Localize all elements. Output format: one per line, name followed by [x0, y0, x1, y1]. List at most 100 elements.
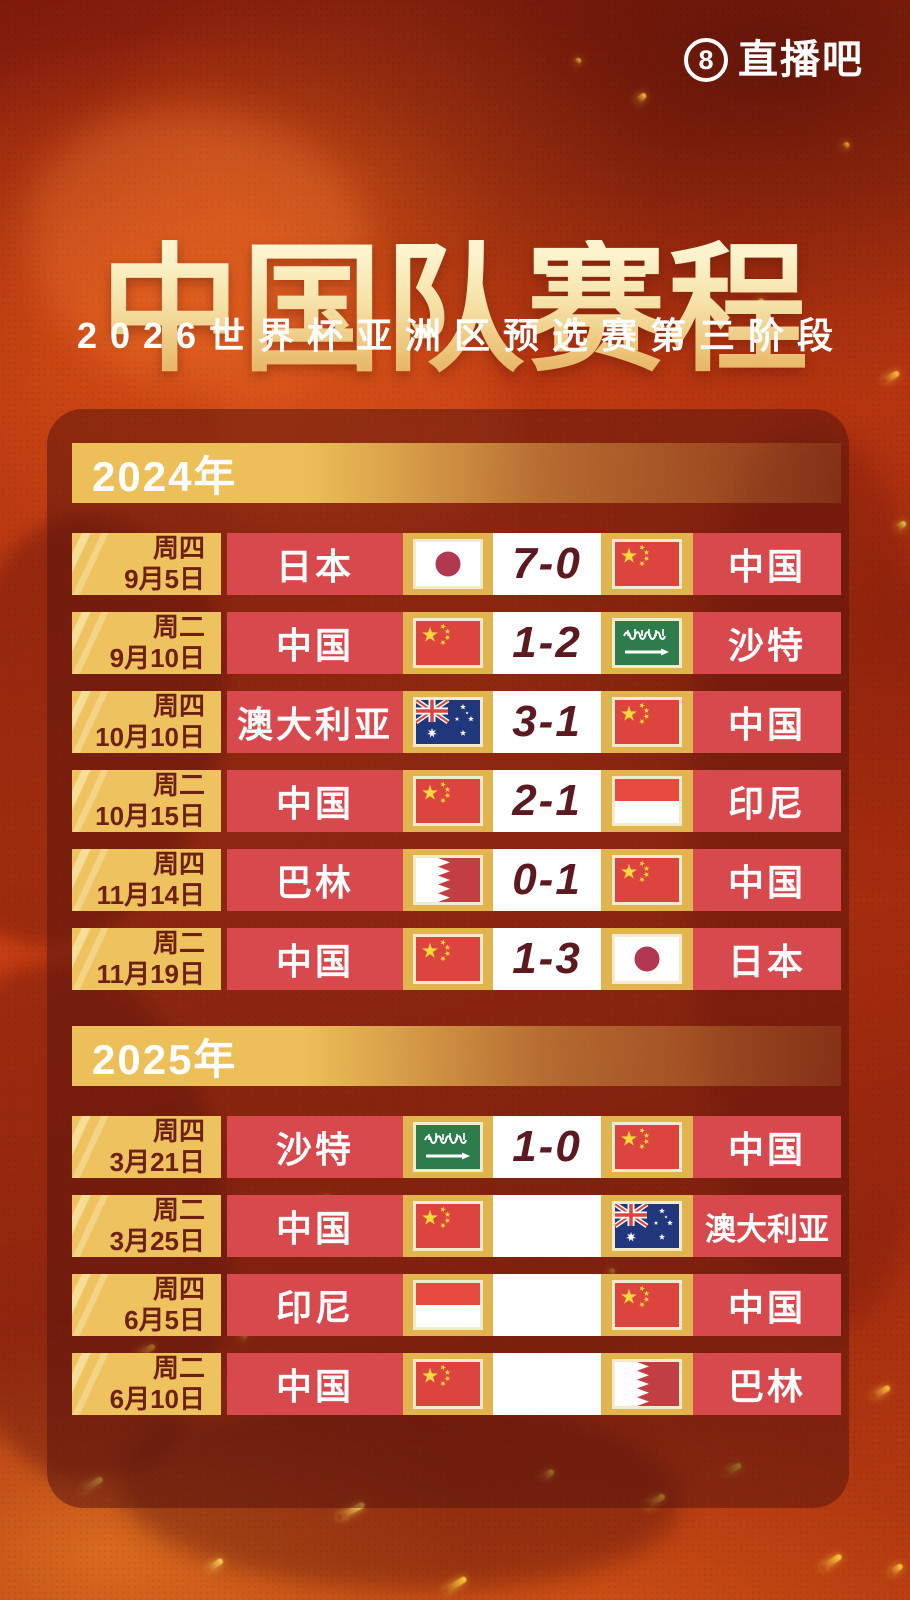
saudi-flag-icon	[413, 1122, 483, 1172]
away-team-name: 沙特	[693, 612, 841, 674]
weekday-label: 周四	[152, 533, 205, 564]
china-flag-icon	[612, 1280, 682, 1330]
season-header: 2024年	[72, 443, 841, 503]
away-flag-cell	[601, 1116, 693, 1178]
australia-flag-icon	[413, 697, 483, 747]
match-row: 周二 11月19日 中国 1-3 日本	[72, 928, 841, 990]
score-cell: 3-1	[493, 691, 601, 753]
indonesia-flag-icon	[612, 776, 682, 826]
logo-8-icon: 8	[684, 38, 728, 82]
china-flag-icon	[612, 539, 682, 589]
japan-flag-icon	[612, 934, 682, 984]
spark-icon	[888, 1562, 904, 1577]
spark-icon	[894, 519, 908, 532]
page-title: 中国队赛程	[0, 239, 910, 380]
away-flag-cell	[601, 612, 693, 674]
weekday-label: 周二	[152, 612, 205, 643]
match-row: 周二 3月25日 中国 澳大利亚	[72, 1195, 841, 1257]
score-text: 1-2	[512, 618, 582, 667]
logo-text: 直播吧	[738, 38, 864, 82]
score-cell	[493, 1274, 601, 1336]
away-team-name: 中国	[693, 691, 841, 753]
date-cell: 周四 6月5日	[72, 1274, 221, 1336]
score-text: 7-0	[512, 539, 582, 588]
china-flag-icon	[612, 1122, 682, 1172]
home-team-name: 巴林	[227, 849, 403, 911]
date-label: 9月5日	[124, 564, 205, 594]
indonesia-flag-icon	[413, 1280, 483, 1330]
away-team-name: 中国	[693, 533, 841, 595]
home-flag-cell	[403, 1274, 493, 1336]
home-flag-cell	[403, 1116, 493, 1178]
home-team-name: 中国	[227, 770, 403, 832]
date-cell: 周二 9月10日	[72, 612, 221, 674]
china-flag-icon	[413, 776, 483, 826]
page-subtitle: 2026世界杯亚洲区预选赛第三阶段	[76, 315, 847, 356]
away-flag-cell	[601, 691, 693, 753]
home-flag-cell	[403, 1195, 493, 1257]
bahrain-flag-icon	[413, 855, 483, 905]
season-rows: 周四 9月5日 日本 7-0 中国 周二 9月10日 中国	[72, 533, 841, 990]
china-flag-icon	[413, 1201, 483, 1251]
home-flag-cell	[403, 928, 493, 990]
date-cell: 周四 10月10日	[72, 691, 221, 753]
zhibo8-logo: 8 直播吧	[684, 38, 864, 82]
season-year-label: 2024年	[92, 452, 238, 500]
spark-icon	[442, 1575, 468, 1595]
away-team-name: 澳大利亚	[693, 1195, 841, 1257]
score-text: 3-1	[512, 697, 582, 746]
season-section: 2024年 周四 9月5日 日本 7-0 中国 周二 9月10日	[72, 443, 841, 990]
away-flag-cell	[601, 849, 693, 911]
season-rows: 周四 3月21日 沙特 1-0 中国 周二 3月25日 中国	[72, 1116, 841, 1415]
away-flag-cell	[601, 928, 693, 990]
match-row: 周二 9月10日 中国 1-2 沙特	[72, 612, 841, 674]
weekday-label: 周二	[152, 770, 205, 801]
home-team-name: 日本	[227, 533, 403, 595]
score-cell: 1-0	[493, 1116, 601, 1178]
score-cell: 0-1	[493, 849, 601, 911]
bahrain-flag-icon	[612, 1359, 682, 1409]
date-cell: 周二 11月19日	[72, 928, 221, 990]
china-flag-icon	[612, 697, 682, 747]
away-team-name: 中国	[693, 1116, 841, 1178]
match-row: 周四 9月5日 日本 7-0 中国	[72, 533, 841, 595]
date-cell: 周四 9月5日	[72, 533, 221, 595]
weekday-label: 周四	[152, 1274, 205, 1305]
home-flag-cell	[403, 1353, 493, 1415]
saudi-flag-icon	[612, 618, 682, 668]
home-team-name: 中国	[227, 612, 403, 674]
japan-flag-icon	[413, 539, 483, 589]
weekday-label: 周四	[152, 691, 205, 722]
home-team-name: 中国	[227, 1195, 403, 1257]
date-cell: 周四 11月14日	[72, 849, 221, 911]
away-team-name: 日本	[693, 928, 841, 990]
spark-icon	[634, 91, 648, 105]
spark-icon	[819, 1553, 843, 1571]
date-label: 10月15日	[95, 801, 205, 831]
score-cell: 1-2	[493, 612, 601, 674]
away-flag-cell	[601, 770, 693, 832]
china-flag-icon	[413, 934, 483, 984]
match-row: 周四 6月5日 印尼 中国	[72, 1274, 841, 1336]
match-row: 周二 10月15日 中国 2-1 印尼	[72, 770, 841, 832]
home-flag-cell	[403, 533, 493, 595]
home-flag-cell	[403, 770, 493, 832]
match-row: 周四 11月14日 巴林 0-1 中国	[72, 849, 841, 911]
date-cell: 周四 3月21日	[72, 1116, 221, 1178]
away-flag-cell	[601, 1274, 693, 1336]
score-text: 0-1	[512, 855, 582, 904]
away-team-name: 中国	[693, 1274, 841, 1336]
away-flag-cell	[601, 1353, 693, 1415]
logo-badge-number: 8	[698, 44, 714, 75]
spark-icon	[870, 1384, 892, 1400]
china-flag-icon	[413, 1359, 483, 1409]
away-team-name: 巴林	[693, 1353, 841, 1415]
home-flag-cell	[403, 612, 493, 674]
spark-icon	[841, 140, 851, 151]
home-flag-cell	[403, 691, 493, 753]
schedule-table: 2024年 周四 9月5日 日本 7-0 中国 周二 9月10日	[72, 443, 841, 1432]
weekday-label: 周二	[152, 928, 205, 959]
date-cell: 周二 6月10日	[72, 1353, 221, 1415]
weekday-label: 周二	[152, 1353, 205, 1384]
date-label: 11月19日	[96, 959, 205, 989]
